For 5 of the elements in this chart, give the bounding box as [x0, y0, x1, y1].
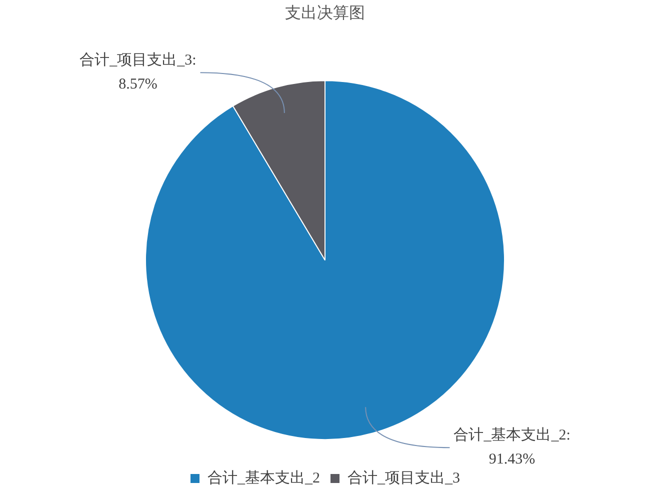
data-label: 合计_基本支出_2: 91.43%	[454, 426, 570, 468]
legend-label: 合计_项目支出_3	[348, 469, 460, 486]
legend-label: 合计_基本支出_2	[208, 469, 320, 486]
data-label: 合计_项目支出_3: 8.57%	[80, 52, 196, 93]
chart-title: 支出决算图	[285, 4, 365, 22]
